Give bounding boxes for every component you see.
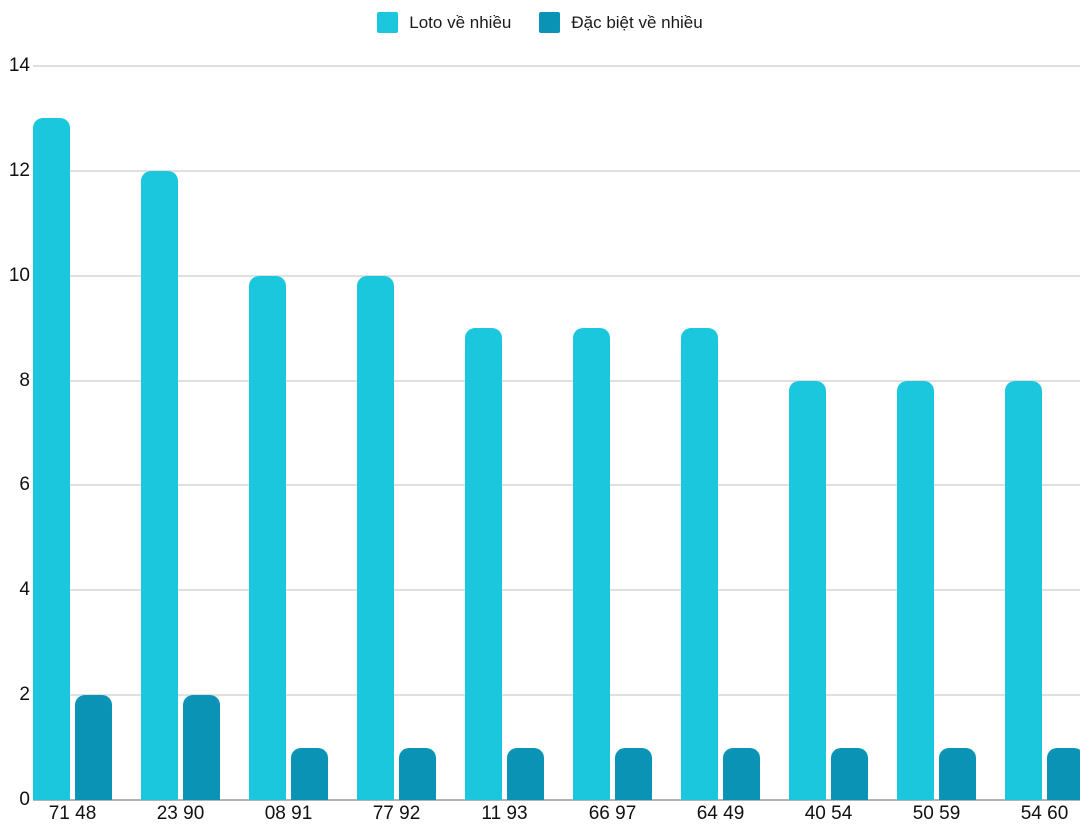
y-axis-tick-label: 6: [19, 474, 30, 496]
y-axis-tick-label: 2: [19, 684, 30, 706]
gridline: [33, 694, 1080, 697]
bar-dac-biet-71-48[interactable]: [75, 695, 112, 800]
x-axis-category-label: 50 59: [912, 803, 961, 824]
bar-loto-23-90[interactable]: [141, 170, 178, 800]
x-axis-category-label: 40 54: [804, 803, 853, 824]
legend-swatch-dac-biet-icon: [539, 12, 561, 33]
x-axis-category-label: 54 60: [1020, 803, 1069, 824]
y-axis-tick-label: 14: [8, 55, 30, 77]
x-axis-category-label: 66 97: [588, 803, 637, 824]
y-axis-tick-label: 12: [8, 159, 30, 181]
gridline: [33, 169, 1080, 172]
bar-loto-64-49[interactable]: [681, 328, 718, 800]
bar-loto-66-97[interactable]: [573, 328, 610, 800]
bar-dac-biet-50-59[interactable]: [939, 747, 976, 800]
bar-dac-biet-66-97[interactable]: [615, 747, 652, 800]
y-axis-tick-label: 8: [19, 369, 30, 391]
legend-item-loto: Loto về nhiều: [377, 12, 511, 33]
gridline: [33, 65, 1080, 67]
bar-loto-71-48[interactable]: [33, 118, 70, 800]
bar-loto-77-92[interactable]: [357, 275, 394, 800]
bar-loto-54-60[interactable]: [1005, 380, 1042, 800]
legend-label-dac-biet: Đặc biệt về nhiều: [571, 12, 703, 32]
bar-dac-biet-40-54[interactable]: [831, 747, 868, 800]
x-axis-baseline: [33, 799, 1080, 801]
gridline: [33, 589, 1080, 592]
gridline: [33, 379, 1080, 382]
legend-swatch-loto-icon: [377, 12, 399, 33]
bar-loto-08-91[interactable]: [249, 275, 286, 800]
x-axis-category-label: 23 90: [156, 803, 205, 824]
bar-dac-biet-11-93[interactable]: [507, 747, 544, 800]
x-axis-category-label: 77 92: [372, 803, 421, 824]
bar-dac-biet-08-91[interactable]: [291, 747, 328, 800]
bar-loto-40-54[interactable]: [789, 380, 826, 800]
bar-loto-50-59[interactable]: [897, 380, 934, 800]
bar-loto-11-93[interactable]: [465, 328, 502, 800]
x-axis-category-label: 11 93: [481, 803, 528, 824]
x-axis-category-label: 64 49: [696, 803, 745, 824]
bar-dac-biet-54-60[interactable]: [1047, 747, 1080, 800]
y-axis-tick-label: 10: [8, 264, 30, 286]
bar-dac-biet-23-90[interactable]: [183, 695, 220, 800]
bar-dac-biet-64-49[interactable]: [723, 747, 760, 800]
legend-item-dac-biet: Đặc biệt về nhiều: [539, 12, 703, 33]
bar-dac-biet-77-92[interactable]: [399, 747, 436, 800]
y-axis-tick-label: 0: [19, 789, 30, 811]
gridline: [33, 484, 1080, 487]
x-axis-category-label: 71 48: [48, 803, 97, 824]
gridline: [33, 274, 1080, 277]
chart-legend: Loto về nhiều Đặc biệt về nhiều: [0, 12, 1080, 33]
legend-label-loto: Loto về nhiều: [409, 12, 512, 32]
y-axis-tick-label: 4: [19, 579, 30, 601]
x-axis-category-label: 08 91: [264, 803, 313, 824]
